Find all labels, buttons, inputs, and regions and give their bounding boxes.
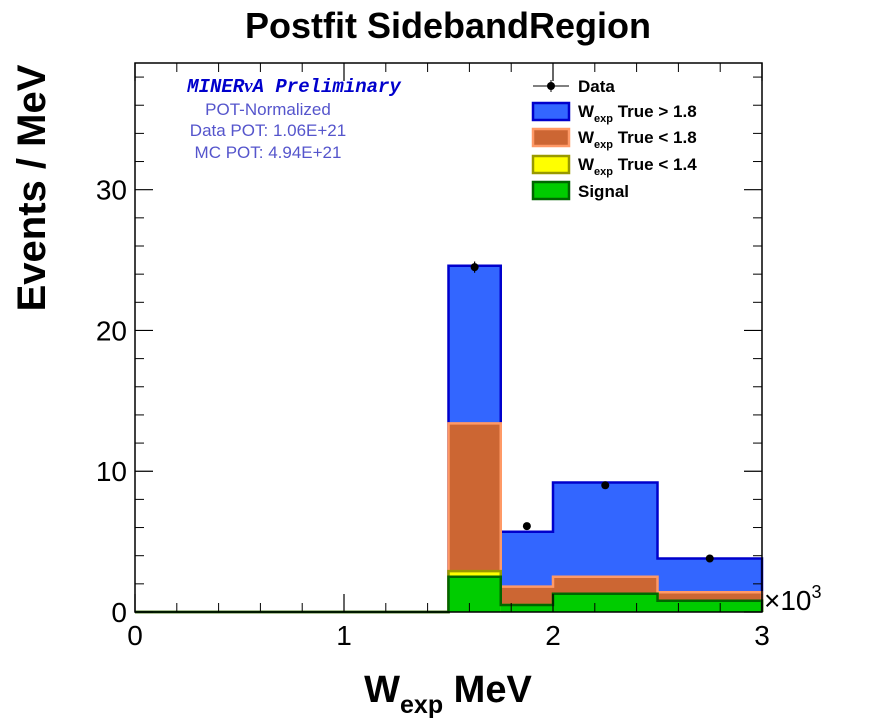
data-point-1	[522, 522, 531, 531]
legend: Data Wexp True > 1.8 Wexp True < 1.8 Wex…	[531, 77, 697, 201]
x-multiplier-label: ×103	[764, 582, 822, 616]
annotation-pot-normalized: POT-Normalized	[205, 100, 331, 119]
annotation-data-pot: Data POT: 1.06E+21	[190, 121, 346, 140]
bar-signal-bin-4	[657, 600, 762, 612]
x-tick-label-2: 2	[545, 620, 561, 651]
y-tick-label-1: 10	[96, 456, 127, 487]
legend-entry-signal: Signal	[531, 180, 629, 201]
data-points	[470, 261, 714, 563]
y-tick-label-0: 0	[111, 597, 127, 628]
legend-swatch-wexp-lt-1.8	[531, 127, 571, 148]
legend-label-data: Data	[578, 77, 615, 96]
legend-entry-wexp-lt-1.4: Wexp True < 1.4	[531, 154, 697, 178]
histogram-stack	[135, 264, 764, 614]
x-axis-label: Wexp MeV	[364, 669, 532, 719]
legend-swatch-wexp-lt-1.4	[531, 154, 571, 175]
x-tick-label-3: 3	[754, 620, 770, 651]
legend-swatch-signal	[531, 180, 571, 201]
axis-ticks	[134, 63, 763, 613]
y-tick-label-3: 30	[96, 175, 127, 206]
y-tick-label-2: 20	[96, 315, 127, 346]
legend-label-wexp-lt-1.8: Wexp True < 1.8	[578, 128, 697, 151]
bar-signal-bin-3	[553, 593, 658, 612]
legend-entry-data: Data	[533, 77, 615, 96]
data-point-3	[705, 554, 714, 563]
data-point-0	[470, 263, 479, 272]
minerva-annotation: MINERνA Preliminary POT-Normalized Data …	[186, 76, 402, 162]
legend-data-marker	[547, 82, 555, 90]
legend-label-signal: Signal	[578, 182, 629, 201]
legend-entry-wexp-gt-1.8: Wexp True > 1.8	[531, 101, 697, 125]
plot-frame	[134, 62, 763, 613]
legend-entry-wexp-lt-1.8: Wexp True < 1.8	[531, 127, 697, 151]
outline-w-exp-true-1.8	[135, 264, 764, 614]
data-point-2	[601, 481, 610, 490]
y-axis-label: Events / MeV	[10, 64, 54, 311]
legend-label-wexp-lt-1.4: Wexp True < 1.4	[578, 155, 697, 178]
legend-swatch-wexp-gt-1.8	[531, 101, 571, 122]
outline-w-exp-true-1.8	[135, 422, 764, 614]
annotation-mc-pot: MC POT: 4.94E+21	[195, 143, 342, 162]
bar-signal-bin-2	[500, 604, 553, 612]
bar-signal-bin-1	[448, 576, 501, 612]
legend-label-wexp-gt-1.8: Wexp True > 1.8	[578, 102, 697, 125]
x-tick-label-1: 1	[336, 620, 352, 651]
annotation-preliminary: MINERνA Preliminary	[186, 76, 402, 98]
series-w-exp-true-1.8	[135, 264, 764, 614]
chart-title: Postfit SidebandRegion	[245, 5, 651, 46]
x-tick-label-0: 0	[127, 620, 143, 651]
